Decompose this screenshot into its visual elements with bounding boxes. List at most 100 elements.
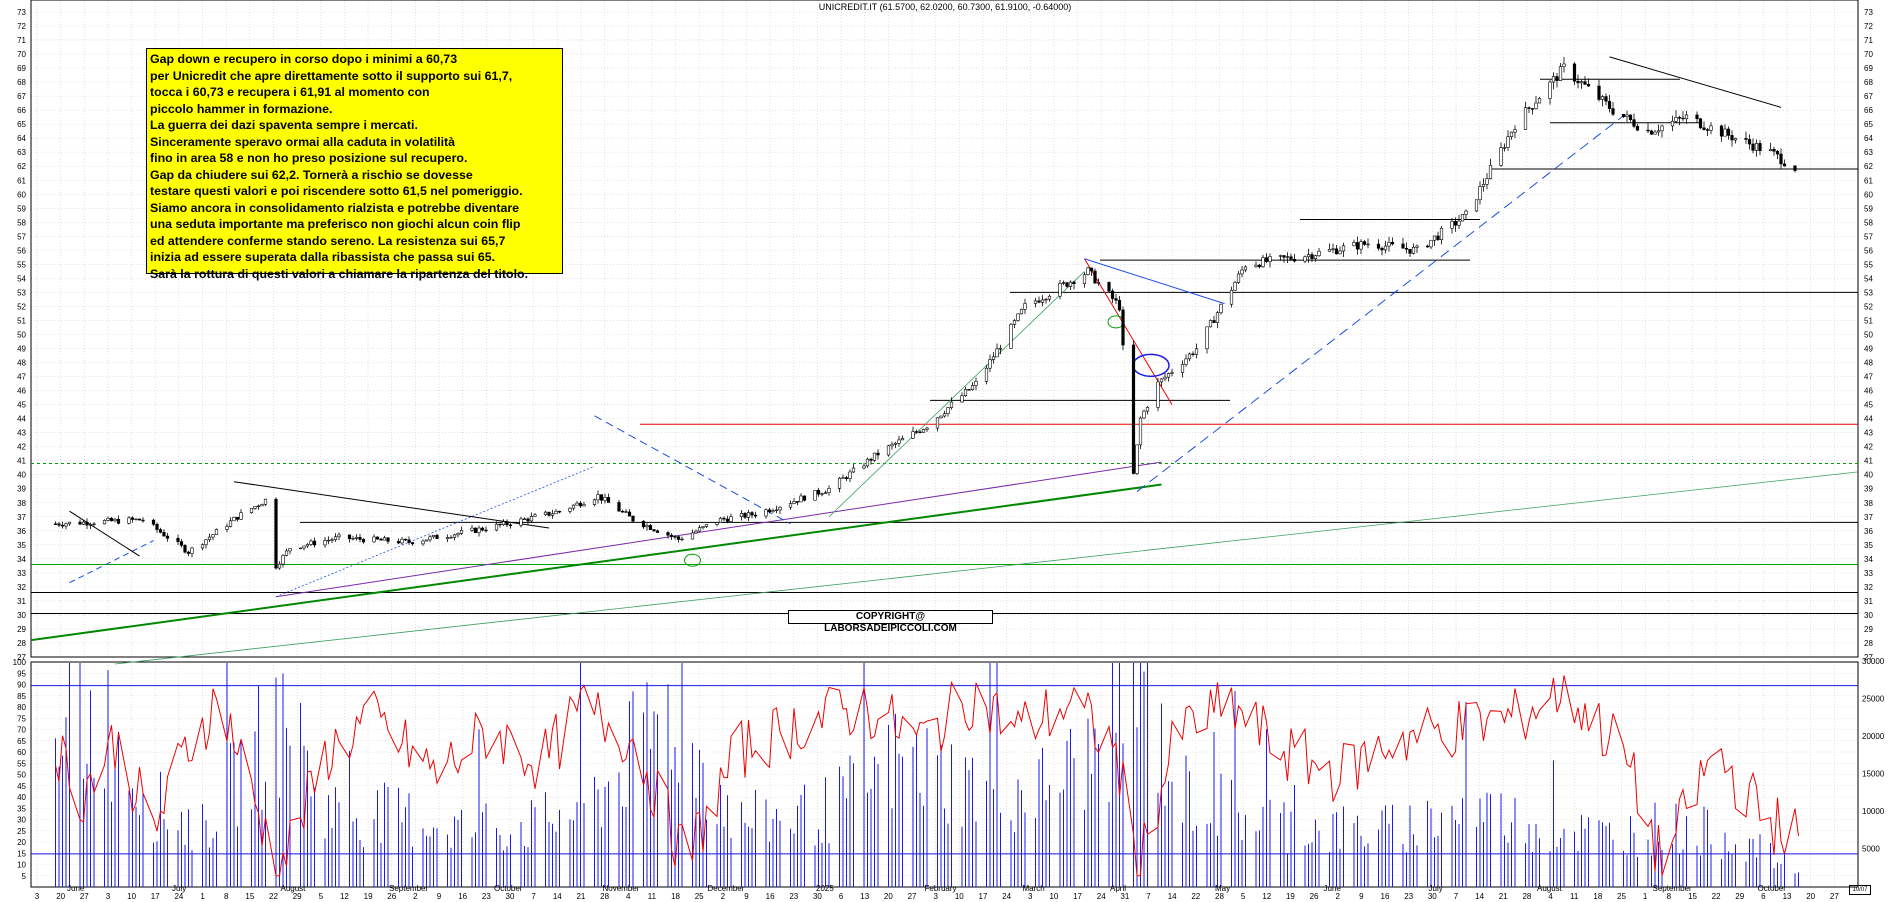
indicator-y-tick-label: 95 bbox=[17, 669, 26, 678]
candle-body bbox=[568, 507, 572, 512]
candle-body bbox=[925, 427, 929, 430]
candle-body bbox=[897, 439, 901, 444]
indicator-y-tick-label: 100 bbox=[13, 658, 27, 667]
x-tick-label: 1 bbox=[1643, 892, 1648, 901]
candle-body bbox=[361, 539, 366, 543]
candle-body bbox=[281, 555, 285, 565]
y-tick-label: 33 bbox=[17, 569, 26, 578]
candle-body bbox=[599, 494, 604, 501]
y-tick-label-right: 54 bbox=[1864, 274, 1873, 283]
candle-body bbox=[1793, 165, 1797, 171]
candle-body bbox=[606, 497, 611, 503]
candle-body bbox=[1243, 266, 1248, 271]
candle-body bbox=[617, 502, 621, 512]
candle-body bbox=[1439, 227, 1444, 240]
candle-body bbox=[407, 539, 411, 543]
y-tick-label: 58 bbox=[17, 218, 26, 227]
candle-body bbox=[396, 541, 401, 544]
x-tick-label: 17 bbox=[151, 892, 160, 901]
x-tick-label: 7 bbox=[1454, 892, 1459, 901]
candle-body bbox=[1481, 183, 1486, 187]
x-tick-label: 13 bbox=[860, 892, 869, 901]
candle-body bbox=[1513, 129, 1517, 133]
candle-body bbox=[893, 442, 898, 445]
marker-ellipse bbox=[1132, 353, 1170, 378]
y-tick-label: 70 bbox=[17, 50, 26, 59]
annotation-line: Sarà la rottura di questi valori a chiam… bbox=[150, 266, 529, 281]
candle-body bbox=[1677, 117, 1682, 119]
trend-line bbox=[69, 540, 154, 584]
indicator-y-tick-label: 30 bbox=[17, 816, 26, 825]
annotation-line: inizia ad essere superata dalla ribassis… bbox=[150, 250, 496, 264]
annotation-box: Gap down e recupero in corso dopo i mini… bbox=[146, 48, 563, 281]
candle-body bbox=[816, 490, 821, 495]
y-tick-label: 34 bbox=[17, 555, 26, 564]
candle-body bbox=[141, 519, 145, 522]
y-tick-label: 62 bbox=[17, 162, 26, 171]
candle-body bbox=[1586, 83, 1591, 87]
x-tick-label: 28 bbox=[1522, 892, 1531, 901]
candle-body bbox=[624, 511, 628, 513]
candle-body bbox=[1093, 270, 1097, 284]
candle-body bbox=[1523, 107, 1528, 130]
candle-body bbox=[792, 501, 796, 504]
candle-body bbox=[1390, 241, 1395, 245]
candle-body bbox=[1709, 125, 1713, 131]
candle-body bbox=[190, 547, 194, 554]
indicator-y-tick-label: 70 bbox=[17, 726, 26, 735]
indicator-y-tick-label: 75 bbox=[17, 714, 26, 723]
candle-body bbox=[484, 529, 488, 532]
candle-body bbox=[1719, 125, 1724, 137]
candle-body bbox=[1376, 243, 1381, 249]
x-tick-label: 9 bbox=[744, 892, 749, 901]
candle-body bbox=[1254, 264, 1258, 268]
y-tick-label: 28 bbox=[17, 639, 26, 648]
y-tick-label: 57 bbox=[17, 232, 26, 241]
candle-body bbox=[554, 510, 558, 515]
x-tick-label: 11 bbox=[1570, 892, 1579, 901]
x-month-label: June bbox=[67, 884, 85, 893]
candle-body bbox=[547, 511, 551, 516]
candle-body bbox=[974, 381, 978, 386]
y-tick-label: 64 bbox=[17, 134, 26, 143]
candle-body bbox=[1142, 410, 1146, 419]
candle-body bbox=[704, 524, 709, 527]
candle-body bbox=[697, 527, 702, 532]
candle-body bbox=[1555, 76, 1559, 81]
candle-body bbox=[347, 534, 352, 540]
candle-body bbox=[1331, 248, 1335, 250]
trend-line bbox=[30, 483, 1162, 642]
x-tick-label: 17 bbox=[979, 892, 988, 901]
x-tick-label: 22 bbox=[1712, 892, 1721, 901]
candle-body bbox=[403, 538, 408, 541]
candle-body bbox=[445, 537, 450, 539]
candle-body bbox=[1432, 235, 1437, 241]
candle-body bbox=[1096, 282, 1101, 284]
candle-body bbox=[1065, 282, 1069, 287]
candle-body bbox=[260, 504, 264, 507]
indicator-y-tick-label: 10 bbox=[17, 861, 26, 870]
candle-body bbox=[232, 516, 236, 522]
candle-body bbox=[508, 524, 513, 526]
candle-body bbox=[827, 488, 831, 493]
candle-body bbox=[1450, 221, 1454, 229]
candle-body bbox=[106, 517, 110, 521]
y-tick-label: 60 bbox=[17, 190, 26, 199]
trend-line bbox=[828, 271, 1085, 518]
candle-body bbox=[1628, 114, 1633, 120]
candle-body bbox=[942, 413, 947, 417]
price-series bbox=[53, 56, 1797, 570]
y-tick-label-right: 32 bbox=[1864, 583, 1873, 592]
candle-body bbox=[844, 477, 849, 480]
candle-body bbox=[1579, 81, 1584, 84]
y-tick-label: 44 bbox=[17, 415, 26, 424]
indicator-y-tick-label: 85 bbox=[17, 692, 26, 701]
x-tick-label: 10 bbox=[955, 892, 964, 901]
y-tick-label: 32 bbox=[17, 583, 26, 592]
candle-body bbox=[788, 503, 793, 508]
candle-body bbox=[1257, 264, 1262, 268]
y-tick-label-right: 57 bbox=[1864, 232, 1873, 241]
candle-body bbox=[1460, 214, 1465, 222]
candle-body bbox=[1646, 129, 1650, 132]
x-tick-label: 3 bbox=[106, 892, 111, 901]
